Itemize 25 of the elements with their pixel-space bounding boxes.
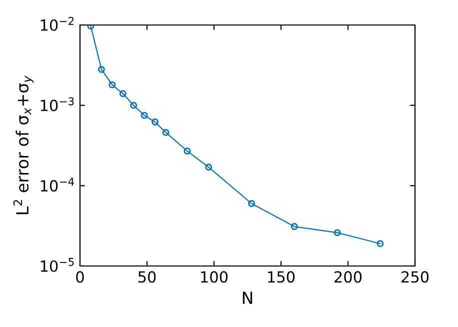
point [162, 128, 170, 136]
point [108, 81, 116, 88]
y-tick-label: 10$^{−3}$ [40, 97, 74, 112]
point [376, 240, 384, 248]
point [130, 102, 138, 109]
point [248, 200, 255, 207]
y-tick-label: 10$^{−4}$ [40, 178, 74, 192]
point [140, 112, 148, 119]
point [98, 66, 105, 73]
x-tick-label: 200 [334, 271, 362, 283]
x-tick-label: 150 [268, 271, 295, 283]
point [290, 223, 298, 230]
x-tick-label: 250 [402, 271, 429, 283]
y-axis-title: L$^{2}$ error of σ$_{x}$+σ$_{y}$ [13, 76, 34, 214]
point [205, 164, 212, 171]
x-axis-title: N [242, 292, 252, 304]
point [334, 229, 341, 236]
x-tick-label: 0 [76, 271, 84, 283]
point [119, 90, 126, 98]
point [184, 148, 191, 154]
y-tick-label: 10$^{−5}$ [40, 258, 74, 272]
x-tick-label: 50 [138, 271, 156, 283]
point [152, 118, 159, 126]
y-tick-label: 10$^{−2}$ [40, 16, 74, 31]
x-tick-label: 100 [201, 271, 228, 283]
